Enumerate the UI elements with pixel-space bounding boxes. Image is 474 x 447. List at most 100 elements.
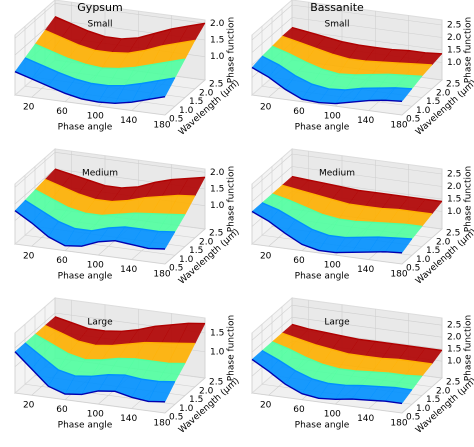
y-tick-label: 1.0 <box>416 404 431 414</box>
y-tick-label: 2.5 <box>209 378 223 388</box>
x-tick-label: 180 <box>153 121 170 131</box>
x-tick-label: 20 <box>260 252 272 262</box>
grid-line <box>251 4 293 41</box>
x-tick-label: 20 <box>260 401 272 411</box>
x-tick-label: 20 <box>260 103 272 113</box>
surface-curve <box>261 55 413 91</box>
z-tick-label: 1.5 <box>447 195 461 205</box>
surface-curve <box>281 332 433 365</box>
y-tick-label: 2.5 <box>446 378 460 388</box>
x-tick-label: 60 <box>56 107 68 117</box>
grid-line <box>291 316 443 338</box>
x-tick-label: 60 <box>56 256 68 266</box>
grid-line <box>24 234 176 256</box>
z-axis-label: Phase function <box>464 17 474 84</box>
y-tick-label: 2.0 <box>199 237 214 247</box>
y-tick-label: 2.0 <box>199 386 214 396</box>
x-tick-label: 20 <box>23 103 35 113</box>
x-axis-label: Phase angle <box>295 272 350 282</box>
y-tick-label: 1.5 <box>189 97 203 107</box>
grid-line <box>251 17 293 53</box>
surface-curve <box>291 323 443 352</box>
surface-curve <box>34 189 186 217</box>
surface-curve <box>24 342 176 383</box>
z-tick-label: 1.0 <box>210 52 225 62</box>
x-tick-label: 140 <box>357 116 374 126</box>
surface-curve <box>14 210 166 250</box>
x-tick-label: 100 <box>87 261 104 271</box>
z-axis-label: Phase function <box>227 166 237 233</box>
surface-curve <box>34 333 186 365</box>
z-tick-label: 1.0 <box>210 347 225 357</box>
surface-curve <box>14 71 166 105</box>
y-tick-label: 0.5 <box>406 413 420 423</box>
x-tick-label: 20 <box>23 401 35 411</box>
x-tick-label: 140 <box>120 414 137 424</box>
z-tick-label: 2.0 <box>210 168 225 178</box>
z-tick-label: 2.5 <box>447 321 461 331</box>
grid-line <box>291 166 443 187</box>
surface-curve <box>291 175 443 203</box>
x-tick-label: 100 <box>87 112 104 122</box>
surface-curve <box>271 341 423 377</box>
x-tick-label: 180 <box>390 270 407 280</box>
y-tick-label: 2.0 <box>436 88 451 98</box>
x-tick-label: 180 <box>390 419 407 429</box>
grid-line <box>14 168 56 205</box>
grid-line <box>251 316 293 353</box>
y-tick-label: 1.0 <box>179 106 194 116</box>
z-tick-label: 2.0 <box>447 182 462 192</box>
z-tick-label: 1.0 <box>447 207 462 217</box>
surface-curve <box>44 178 196 203</box>
surface-curve <box>14 351 166 403</box>
x-tick-label: 100 <box>87 410 104 420</box>
y-tick-label: 2.0 <box>199 88 214 98</box>
z-tick-label: 1.0 <box>447 58 462 68</box>
y-tick-label: 1.5 <box>426 246 440 256</box>
surface-curve <box>44 324 196 347</box>
size-label: Large <box>87 318 113 328</box>
z-axis-label: Phase function <box>227 17 237 84</box>
z-tick-label: 1.5 <box>210 329 224 339</box>
x-axis-label: Phase angle <box>295 421 350 431</box>
surface-curve <box>291 26 443 55</box>
grid-line <box>251 94 403 116</box>
grid-line <box>251 392 403 414</box>
grid-line <box>14 243 166 265</box>
grid-line <box>251 166 293 202</box>
grid-line <box>291 4 443 26</box>
size-label: Large <box>324 318 350 328</box>
y-tick-label: 2.5 <box>446 229 460 239</box>
grid-line <box>291 304 443 326</box>
x-tick-label: 140 <box>357 265 374 275</box>
grid-line <box>251 304 293 341</box>
y-tick-label: 2.0 <box>436 386 451 396</box>
x-tick-label: 180 <box>153 419 170 429</box>
z-tick-label: 1.0 <box>210 201 225 211</box>
x-tick-label: 180 <box>153 270 170 280</box>
z-tick-label: 2.0 <box>447 33 462 43</box>
y-tick-label: 1.5 <box>189 395 203 405</box>
grid-line <box>14 392 166 414</box>
z-tick-label: 1.5 <box>210 36 224 46</box>
z-tick-label: 2.0 <box>447 333 462 343</box>
y-tick-label: 1.0 <box>416 255 431 265</box>
x-axis-label: Phase angle <box>295 123 350 133</box>
z-tick-label: 1.5 <box>210 185 224 195</box>
surface-curve <box>251 66 403 105</box>
y-tick-label: 2.5 <box>209 229 223 239</box>
z-tick-label: 1.5 <box>447 46 461 56</box>
z-tick-label: 1.5 <box>447 345 461 355</box>
grid-line <box>14 94 166 116</box>
x-tick-label: 100 <box>324 410 341 420</box>
y-tick-label: 0.5 <box>169 264 183 274</box>
y-tick-label: 1.0 <box>416 106 431 116</box>
x-tick-label: 140 <box>357 414 374 424</box>
grid-line <box>291 29 443 51</box>
grid-line <box>14 3 56 39</box>
y-tick-label: 2.5 <box>446 80 460 90</box>
surface-curve <box>271 45 423 77</box>
size-label: Medium <box>319 169 355 179</box>
grid-line <box>251 153 293 190</box>
